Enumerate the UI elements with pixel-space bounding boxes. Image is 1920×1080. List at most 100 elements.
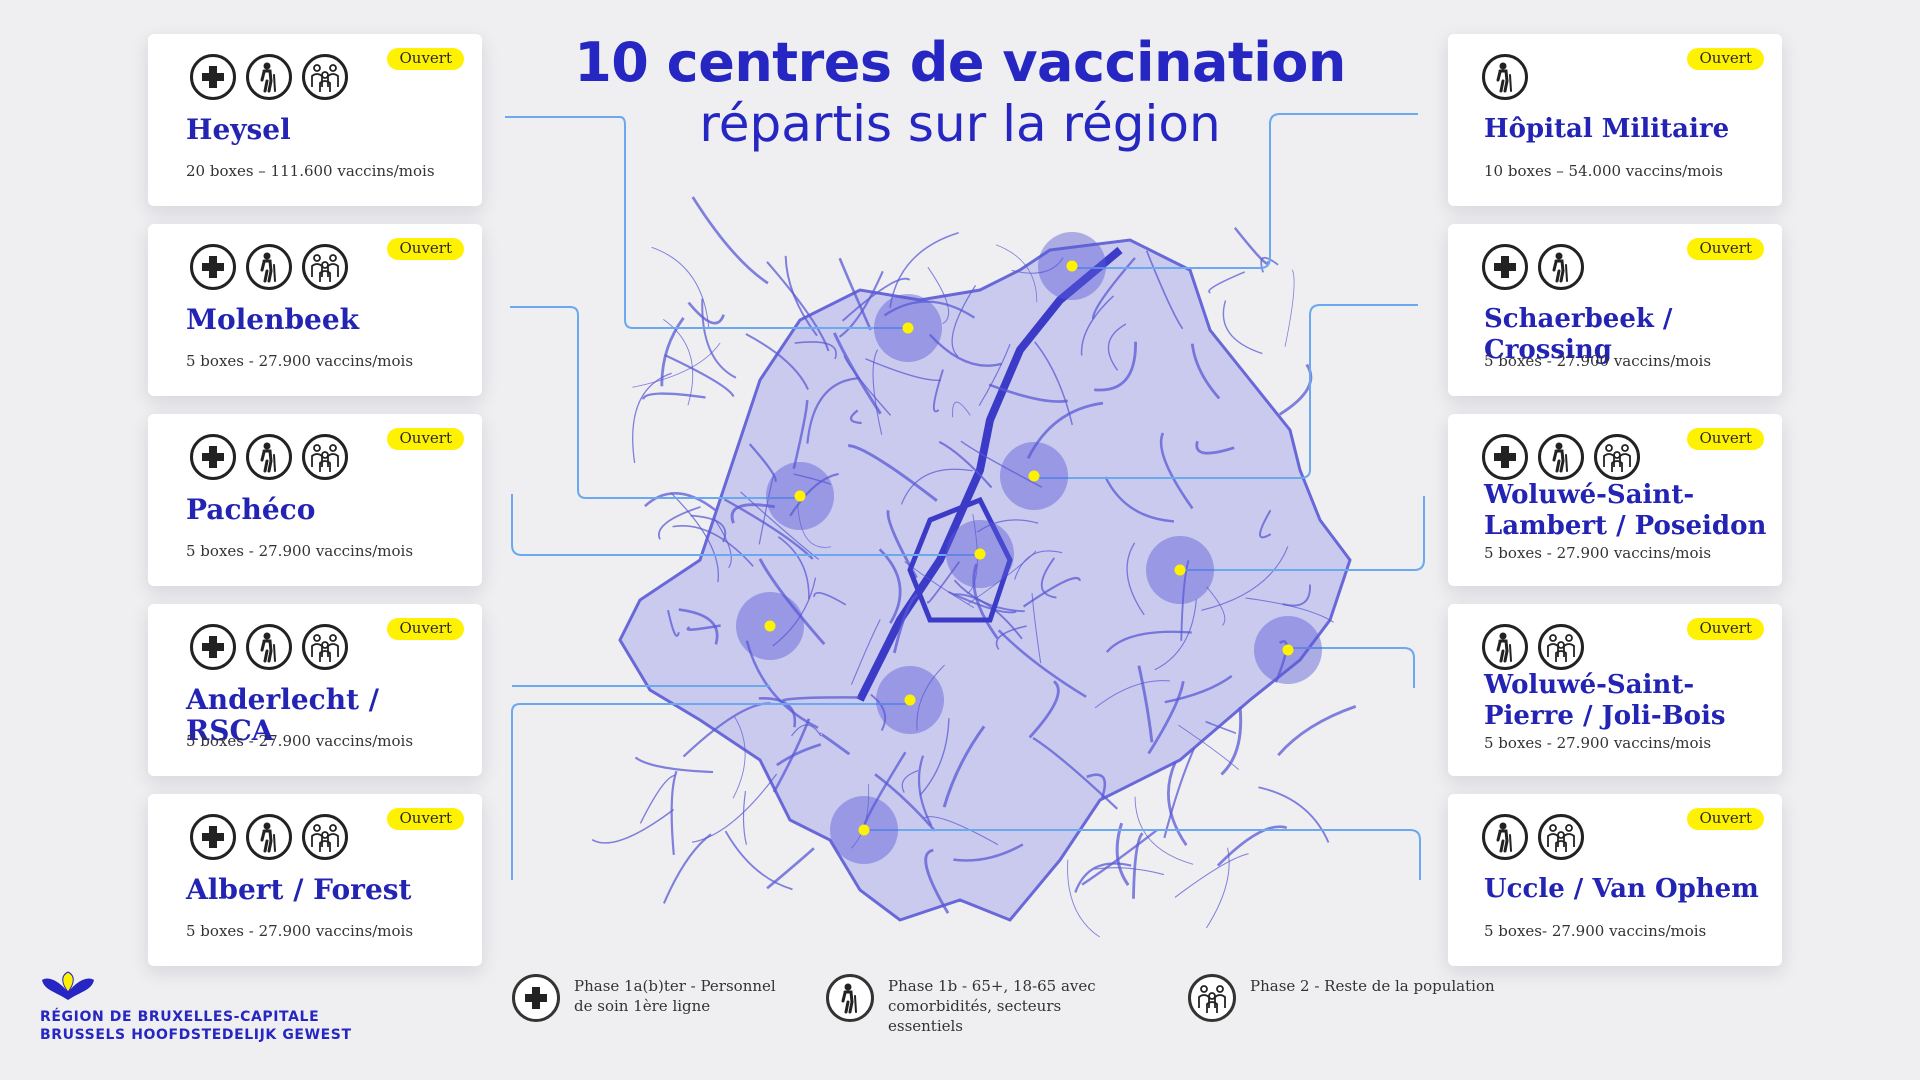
center-card-schaerbeek[interactable]: Ouvert Schaerbeek / Crossing 5 boxes - 2… <box>1448 224 1782 396</box>
medical-cross-icon <box>190 434 236 480</box>
status-badge: Ouvert <box>387 618 464 640</box>
center-card-woluwe-saint-pierre[interactable]: Ouvert Woluwé-Saint-Pierre / Joli-Bois 5… <box>1448 604 1782 776</box>
senior-icon <box>1482 814 1528 860</box>
marker-albert <box>904 694 916 706</box>
status-badge: Ouvert <box>387 238 464 260</box>
population-icon <box>1538 624 1584 670</box>
center-name: Heysel <box>186 113 291 146</box>
medical-cross-icon <box>512 974 560 1022</box>
center-capacity: 5 boxes - 27.900 vaccins/mois <box>186 542 414 560</box>
legend-item-phase-1a: Phase 1a(b)ter - Personnel de soin 1ère … <box>512 974 794 1022</box>
center-capacity: 5 boxes - 27.900 vaccins/mois <box>186 732 414 750</box>
center-name: Uccle / Van Ophem <box>1484 874 1759 904</box>
center-card-uccle[interactable]: Ouvert Uccle / Van Ophem 5 boxes- 27.900… <box>1448 794 1782 966</box>
legend-item-phase-2: Phase 2 - Reste de la population <box>1188 974 1550 1022</box>
status-badge: Ouvert <box>1687 618 1764 640</box>
phase-icons <box>190 434 348 480</box>
senior-icon <box>246 54 292 100</box>
population-icon <box>1538 814 1584 860</box>
center-name: Hôpital Militaire <box>1484 114 1730 144</box>
center-capacity: 20 boxes – 111.600 vaccins/mois <box>186 162 435 180</box>
phase-icons <box>190 814 348 860</box>
center-card-molenbeek[interactable]: Ouvert Molenbeek 5 boxes - 27.900 vaccin… <box>148 224 482 396</box>
connector-albert <box>511 703 908 880</box>
center-capacity: 5 boxes - 27.900 vaccins/mois <box>1484 544 1712 562</box>
marker-hopital-militaire <box>1066 260 1078 272</box>
page-title: 10 centres de vaccination répartis sur l… <box>560 32 1360 154</box>
center-card-albert-forest[interactable]: Ouvert Albert / Forest 5 boxes - 27.900 … <box>148 794 482 966</box>
senior-icon <box>246 434 292 480</box>
population-icon <box>302 624 348 670</box>
senior-icon <box>1482 624 1528 670</box>
iris-logo-icon <box>42 971 94 1000</box>
legend-text: Phase 1a(b)ter - Personnel de soin 1ère … <box>574 977 776 1015</box>
center-name: Pachéco <box>186 493 316 526</box>
phase-icons <box>1482 624 1584 670</box>
phase-icons <box>190 624 348 670</box>
logo-line-1: RÉGION DE BRUXELLES-CAPITALE <box>40 1009 320 1025</box>
status-badge: Ouvert <box>387 428 464 450</box>
center-card-heysel[interactable]: Ouvert Heysel 20 boxes – 111.600 vaccins… <box>148 34 482 206</box>
population-icon <box>302 244 348 290</box>
title-line-1: 10 centres de vaccination <box>574 31 1346 94</box>
legend-item-phase-1b: Phase 1b - 65+, 18-65 avec comorbidités,… <box>826 974 1108 1036</box>
population-icon <box>1594 434 1640 480</box>
marker-heysel <box>902 322 914 334</box>
center-name: Schaerbeek / Crossing <box>1484 304 1673 365</box>
population-icon <box>302 54 348 100</box>
legend-text: Phase 2 - Reste de la population <box>1250 977 1495 995</box>
status-badge: Ouvert <box>1687 808 1764 830</box>
medical-cross-icon <box>190 54 236 100</box>
center-card-pacheco[interactable]: Ouvert Pachéco 5 boxes - 27.900 vaccins/… <box>148 414 482 586</box>
marker-molenbeek <box>794 490 806 502</box>
connector-molenbeek <box>510 306 800 499</box>
phase-icons <box>190 244 348 290</box>
center-name: Molenbeek <box>186 303 360 336</box>
logo-line-2: BRUSSELS HOOFDSTEDELIJK GEWEST <box>40 1027 352 1043</box>
senior-icon <box>1538 244 1584 290</box>
center-card-hopital-militaire[interactable]: Ouvert Hôpital Militaire 10 boxes – 54.0… <box>1448 34 1782 206</box>
title-line-2: répartis sur la région <box>699 95 1221 153</box>
connector-uccle <box>864 829 1421 880</box>
center-capacity: 5 boxes - 27.900 vaccins/mois <box>1484 352 1712 370</box>
center-name: Anderlecht / RSCA <box>186 683 379 747</box>
center-name: Woluwé-Saint-Pierre / Joli-Bois <box>1484 670 1726 731</box>
phase-icons <box>190 54 348 100</box>
legend-text: Phase 1b - 65+, 18-65 avec comorbidités,… <box>888 977 1096 1035</box>
medical-cross-icon <box>190 624 236 670</box>
connector-hopital-militaire <box>1072 113 1418 269</box>
center-capacity: 5 boxes - 27.900 vaccins/mois <box>186 922 414 940</box>
connector-heysel <box>505 116 905 329</box>
center-card-anderlecht[interactable]: Ouvert Anderlecht / RSCA 5 boxes - 27.90… <box>148 604 482 776</box>
phase-icons <box>1482 54 1528 100</box>
medical-cross-icon <box>1482 244 1528 290</box>
connector-woluwe-saint-pierre <box>1288 647 1415 688</box>
marker-schaerbeek <box>1028 470 1040 482</box>
medical-cross-icon <box>1482 434 1528 480</box>
medical-cross-icon <box>190 814 236 860</box>
senior-icon <box>1538 434 1584 480</box>
population-icon <box>302 814 348 860</box>
senior-icon <box>246 244 292 290</box>
senior-icon <box>246 814 292 860</box>
center-card-woluwe-saint-lambert[interactable]: Ouvert Woluwé-Saint-Lambert / Poseidon 5… <box>1448 414 1782 586</box>
region-logo: RÉGION DE BRUXELLES-CAPITALE BRUSSELS HO… <box>40 970 352 1044</box>
phase-icons <box>1482 814 1584 860</box>
status-badge: Ouvert <box>1687 238 1764 260</box>
status-badge: Ouvert <box>387 48 464 70</box>
center-name: Woluwé-Saint-Lambert / Poseidon <box>1484 480 1767 541</box>
center-capacity: 5 boxes- 27.900 vaccins/mois <box>1484 922 1707 940</box>
connector-schaerbeek <box>1034 304 1418 479</box>
phase-icons <box>1482 244 1584 290</box>
center-capacity: 5 boxes - 27.900 vaccins/mois <box>186 352 414 370</box>
connector-pacheco <box>511 494 980 556</box>
marker-pacheco <box>974 548 986 560</box>
status-badge: Ouvert <box>387 808 464 830</box>
marker-uccle <box>858 824 870 836</box>
population-icon <box>302 434 348 480</box>
street-network <box>591 196 1357 938</box>
center-name: Albert / Forest <box>186 873 412 906</box>
center-capacity: 10 boxes – 54.000 vaccins/mois <box>1484 162 1723 180</box>
senior-icon <box>1482 54 1528 100</box>
